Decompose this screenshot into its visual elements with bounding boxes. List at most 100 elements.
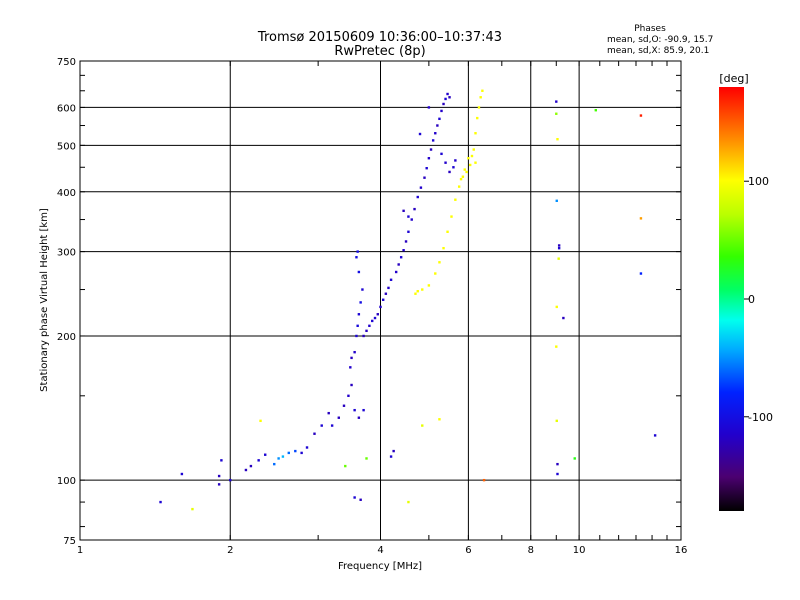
- grid-lines: [80, 61, 681, 540]
- data-point: [313, 432, 316, 435]
- data-point: [344, 464, 347, 468]
- colorbar-label: [deg]: [719, 72, 748, 85]
- x-tick-label: 2: [227, 545, 233, 556]
- y-axis-label: Stationary phase Virtual Height [km]: [39, 208, 50, 392]
- data-point: [556, 472, 559, 476]
- data-point: [353, 496, 356, 499]
- data-point: [373, 316, 377, 320]
- data-point: [477, 106, 481, 109]
- data-point: [440, 109, 443, 113]
- y-axis-ticks: 75 100 200 300 400 500 600 750: [57, 57, 681, 547]
- data-point: [557, 244, 561, 247]
- data-point: [389, 455, 393, 458]
- data-point: [555, 199, 558, 203]
- plot-area: 1 2 4 6 8 10 16 75 100 200 300 400 500 600 750: [57, 57, 687, 556]
- colorbar: [deg] 100 0 -100: [719, 72, 773, 511]
- chart-subtitle: RwPretec (8p): [334, 44, 425, 59]
- data-point: [594, 109, 598, 112]
- data-point: [159, 500, 162, 504]
- data-point: [350, 356, 353, 360]
- data-point: [359, 301, 362, 304]
- data-point: [479, 96, 482, 99]
- data-point: [305, 446, 309, 449]
- x-tick-label: 16: [675, 545, 688, 556]
- data-point: [482, 478, 486, 482]
- data-point: [448, 96, 451, 99]
- data-point: [434, 132, 437, 135]
- data-point: [427, 106, 431, 109]
- data-point: [556, 137, 559, 141]
- data-point: [381, 298, 385, 301]
- data-point: [355, 334, 358, 338]
- data-point: [376, 313, 379, 316]
- data-point: [361, 288, 364, 291]
- colorbar-ticks: 100 0 -100: [744, 175, 773, 424]
- data-point: [407, 230, 410, 233]
- data-point: [555, 100, 558, 103]
- data-point: [191, 507, 194, 511]
- data-point: [438, 418, 441, 421]
- data-point: [327, 411, 330, 415]
- data-point: [407, 500, 410, 504]
- phase-stats-o: mean, sd,O: -90.9, 15.7: [607, 35, 713, 45]
- data-point: [384, 292, 388, 295]
- data-point: [356, 250, 359, 253]
- x-axis-label: Frequency [MHz]: [338, 561, 422, 572]
- data-point: [402, 249, 405, 252]
- data-point: [444, 161, 447, 164]
- data-point: [414, 292, 417, 295]
- data-point: [419, 186, 423, 189]
- colorbar-tick-label: 100: [748, 175, 769, 188]
- data-point: [557, 246, 561, 250]
- data-point: [440, 152, 443, 156]
- data-point: [357, 416, 361, 419]
- data-point: [474, 132, 477, 135]
- data-point: [244, 468, 248, 472]
- y-tick-label: 75: [63, 536, 76, 547]
- data-point: [416, 290, 419, 293]
- data-point: [330, 424, 334, 427]
- data-point: [463, 168, 466, 171]
- data-point: [639, 272, 643, 275]
- x-tick-label: 1: [77, 545, 83, 556]
- data-point: [454, 159, 457, 162]
- data-point: [555, 345, 558, 348]
- phase-stats-x: mean, sd,X: 85.9, 20.1: [607, 46, 709, 56]
- data-point: [356, 324, 359, 328]
- data-point: [467, 157, 470, 160]
- data-point: [264, 453, 267, 456]
- data-point: [446, 92, 449, 96]
- data-point: [249, 464, 253, 468]
- data-point: [368, 324, 371, 328]
- data-point: [399, 256, 403, 259]
- y-tick-label: 750: [57, 57, 76, 68]
- data-point: [365, 457, 368, 460]
- data-point: [468, 163, 472, 167]
- data-point: [555, 305, 558, 309]
- data-point: [410, 218, 413, 221]
- data-point: [423, 176, 426, 179]
- data-point: [349, 366, 352, 369]
- data-point: [379, 305, 382, 309]
- data-point: [421, 424, 424, 427]
- data-point: [353, 408, 356, 412]
- data-point: [229, 478, 232, 482]
- data-point: [362, 408, 365, 412]
- chart-title: Tromsø 20150609 10:36:00–10:37:43: [257, 30, 502, 45]
- data-point: [220, 459, 223, 462]
- data-point: [427, 157, 431, 160]
- data-point: [557, 257, 560, 260]
- data-point: [427, 284, 431, 287]
- data-point: [300, 451, 303, 455]
- data-points: [159, 89, 657, 511]
- data-point: [397, 263, 400, 266]
- data-point: [476, 116, 479, 120]
- data-point: [217, 474, 221, 478]
- data-point: [365, 329, 368, 333]
- data-point: [442, 246, 445, 250]
- data-point: [362, 334, 365, 338]
- y-tick-label: 400: [57, 188, 76, 199]
- data-point: [438, 261, 441, 264]
- data-point: [457, 185, 461, 188]
- y-tick-label: 600: [57, 103, 76, 114]
